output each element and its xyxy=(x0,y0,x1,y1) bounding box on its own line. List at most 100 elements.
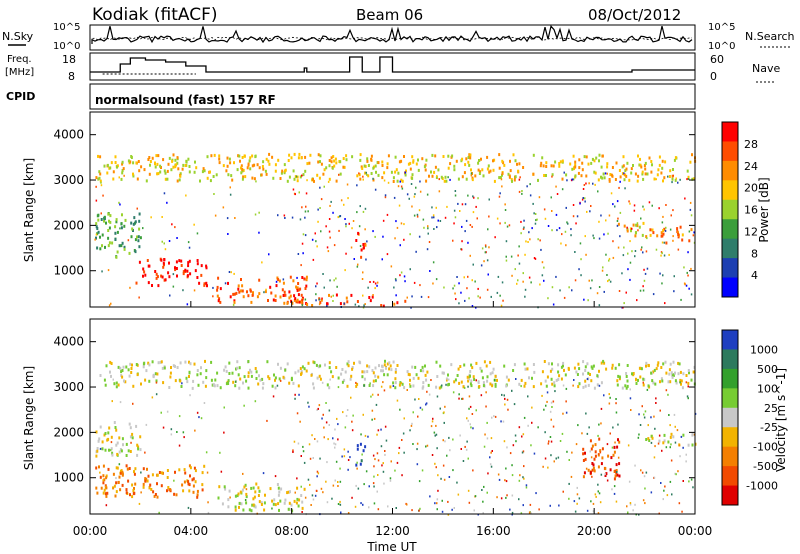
data-cell xyxy=(618,375,621,379)
noise-cell xyxy=(503,440,506,443)
noise-cell xyxy=(395,294,397,297)
noise-cell xyxy=(531,406,533,409)
noise-cell xyxy=(377,393,379,396)
data-cell xyxy=(649,233,652,237)
data-cell xyxy=(261,377,264,381)
data-cell xyxy=(439,364,442,368)
data-cell xyxy=(293,152,296,156)
data-cell xyxy=(317,153,320,157)
noise-cell xyxy=(568,286,570,289)
data-cell xyxy=(131,227,134,231)
data-cell xyxy=(350,293,353,297)
noise-cell xyxy=(608,259,610,262)
data-cell xyxy=(345,158,348,162)
noise-cell xyxy=(185,194,187,197)
noise-cell xyxy=(408,197,410,200)
noise-cell xyxy=(329,378,331,381)
data-cell xyxy=(464,163,467,167)
data-cell xyxy=(115,443,118,447)
data-cell xyxy=(263,508,266,512)
data-cell xyxy=(151,156,154,160)
data-cell xyxy=(569,162,572,166)
noise-cell xyxy=(685,453,687,456)
data-cell xyxy=(598,369,600,373)
noise-cell xyxy=(680,435,683,438)
colorbar-tick-label: 24 xyxy=(744,160,758,173)
data-cell xyxy=(441,371,444,375)
data-cell xyxy=(341,368,344,371)
data-cell xyxy=(590,161,593,165)
data-cell xyxy=(173,492,176,496)
noise-cell xyxy=(230,271,232,274)
data-cell xyxy=(194,480,197,484)
data-cell xyxy=(647,364,650,368)
noise-cell xyxy=(272,395,275,398)
data-cell xyxy=(95,176,98,180)
noise-cell xyxy=(583,298,585,301)
data-cell xyxy=(132,172,134,176)
noise-cell xyxy=(219,451,221,454)
data-cell xyxy=(636,224,639,228)
data-cell xyxy=(594,171,597,175)
noise-cell xyxy=(466,417,468,420)
data-cell xyxy=(542,164,545,168)
noise-cell xyxy=(321,417,323,420)
data-cell xyxy=(614,178,617,181)
data-cell xyxy=(663,433,666,437)
noise-cell xyxy=(459,210,461,212)
data-cell xyxy=(226,164,229,168)
data-cell xyxy=(319,364,322,368)
data-cell xyxy=(197,383,200,387)
data-cell xyxy=(107,236,110,240)
data-cell xyxy=(105,476,108,480)
data-cell xyxy=(589,471,592,475)
data-cell xyxy=(240,166,242,170)
noise-cell xyxy=(643,416,646,419)
data-cell xyxy=(305,284,308,288)
noise-cell xyxy=(576,486,578,489)
data-cell xyxy=(103,164,106,168)
noise-cell xyxy=(464,445,466,448)
noise-cell xyxy=(654,445,656,448)
noise-cell xyxy=(679,381,681,384)
data-cell xyxy=(514,175,517,179)
noise-cell xyxy=(384,194,387,197)
noise-cell xyxy=(315,285,317,288)
noise-cell xyxy=(544,431,546,434)
data-cell xyxy=(387,154,390,158)
noise-cell xyxy=(527,395,529,398)
data-cell xyxy=(411,155,414,159)
data-cell xyxy=(160,360,163,364)
noise-cell xyxy=(374,458,376,461)
data-cell xyxy=(107,467,110,471)
noise-cell xyxy=(316,282,318,285)
noise-cell xyxy=(430,379,432,381)
noise-cell xyxy=(555,185,557,188)
noise-cell xyxy=(413,195,416,198)
data-cell xyxy=(561,177,564,181)
noise-cell xyxy=(670,459,673,462)
noise-cell xyxy=(520,220,522,223)
noise-cell xyxy=(320,198,323,201)
nave-label: Nave xyxy=(752,62,780,75)
noise-cell xyxy=(416,213,419,216)
velocity-ylabel: Slant Range [km] xyxy=(22,366,36,470)
data-cell xyxy=(346,362,349,366)
noise-cell xyxy=(552,303,555,306)
data-cell xyxy=(147,474,150,478)
data-cell xyxy=(317,160,320,164)
data-cell xyxy=(237,287,240,291)
noise-cell xyxy=(616,220,619,222)
data-cell xyxy=(137,160,140,163)
noise-cell xyxy=(480,394,483,397)
noise-cell xyxy=(517,279,519,282)
noise-cell xyxy=(606,274,608,276)
data-cell xyxy=(185,160,188,164)
noise-cell xyxy=(112,378,114,381)
data-cell xyxy=(690,228,693,232)
data-cell xyxy=(662,232,665,236)
noise-cell xyxy=(449,178,451,181)
data-cell xyxy=(182,272,185,276)
data-cell xyxy=(356,174,359,178)
noise-cell xyxy=(562,384,565,387)
